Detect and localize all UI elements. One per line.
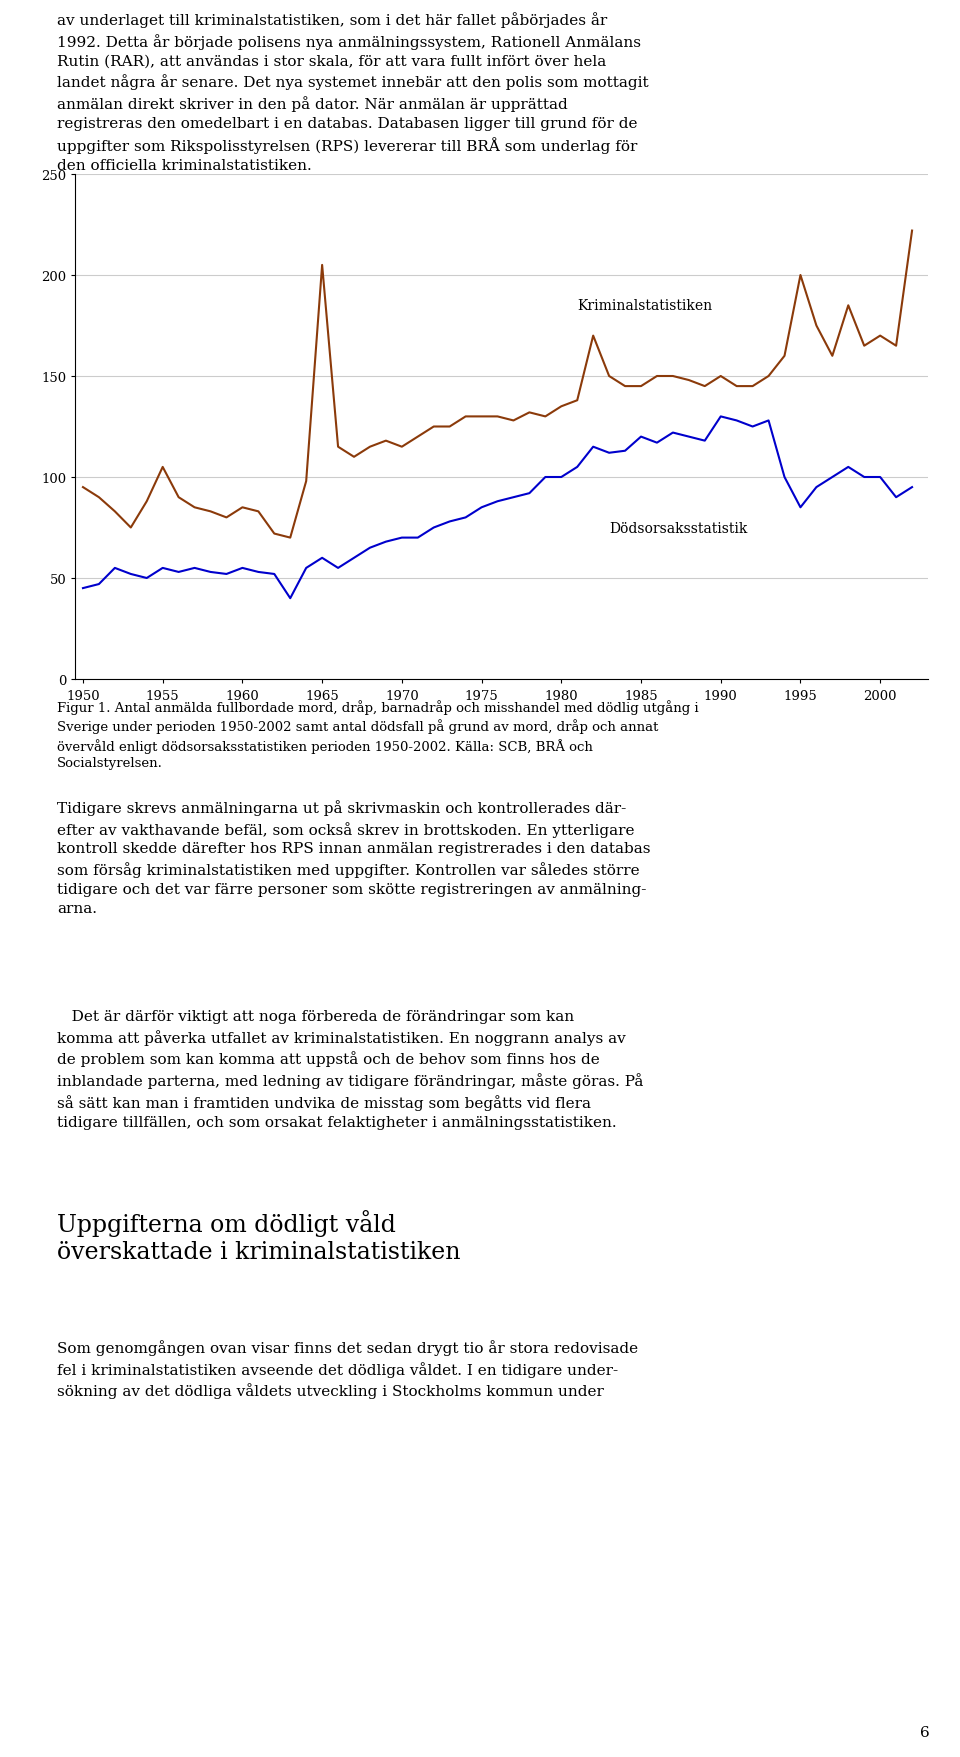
Text: Kriminalstatistiken: Kriminalstatistiken xyxy=(577,299,712,313)
Text: Figur 1. Antal anmälda fullbordade mord, dråp, barnadråp och misshandel med dödl: Figur 1. Antal anmälda fullbordade mord,… xyxy=(57,699,699,770)
Text: Som genomgången ovan visar finns det sedan drygt tio år stora redovisade
fel i k: Som genomgången ovan visar finns det sed… xyxy=(57,1339,638,1399)
Text: Uppgifterna om dödligt våld
överskattade i kriminalstatistiken: Uppgifterna om dödligt våld överskattade… xyxy=(57,1209,461,1263)
Text: 6: 6 xyxy=(921,1725,930,1739)
Text: av underlaget till kriminalstatistiken, som i det här fallet påbörjades år
1992.: av underlaget till kriminalstatistiken, … xyxy=(57,12,649,172)
Text: Dödsorsaksstatistik: Dödsorsaksstatistik xyxy=(610,522,748,536)
Text: Det är därför viktigt att noga förbereda de förändringar som kan
komma att påver: Det är därför viktigt att noga förbereda… xyxy=(57,1010,643,1130)
Text: Tidigare skrevs anmälningarna ut på skrivmaskin och kontrollerades där-
efter av: Tidigare skrevs anmälningarna ut på skri… xyxy=(57,799,651,915)
